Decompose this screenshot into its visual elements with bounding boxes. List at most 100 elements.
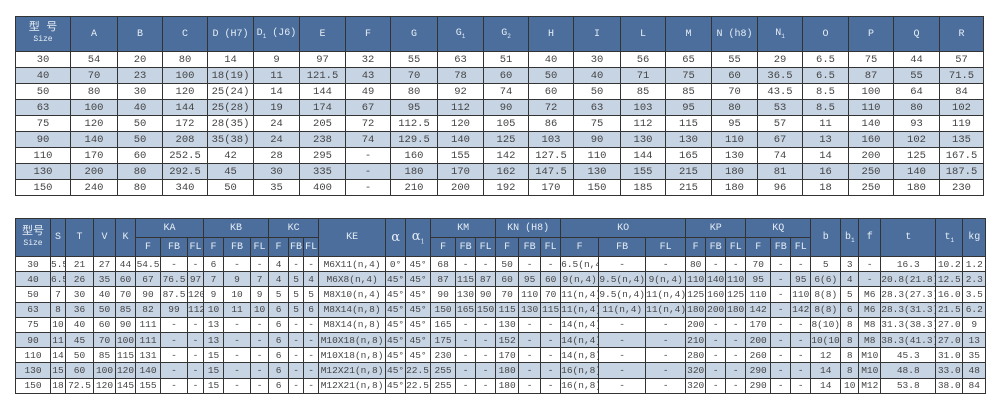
table-cell: 38.0 <box>935 377 964 394</box>
table-cell: 165 <box>665 147 712 164</box>
table-cell: 170 <box>437 163 484 180</box>
table-cell: - <box>186 316 205 333</box>
table-cell: 80 <box>117 163 163 180</box>
table-cell: M8X10(n,4) <box>318 286 387 303</box>
table-cell: 140 <box>848 115 894 132</box>
table-cell: 130 <box>455 286 477 303</box>
table-cell: 10 <box>223 286 252 303</box>
header-subscript: 1 <box>461 33 466 40</box>
table-cell: 97 <box>299 51 346 68</box>
table-cell: 45 <box>65 331 94 349</box>
table-cell: - <box>858 255 882 273</box>
header-t: t <box>880 218 937 257</box>
table-cell: 147.5 <box>528 163 574 180</box>
header-alpha1: α1 <box>405 218 432 257</box>
table-cell: 110 <box>725 271 747 288</box>
header-kq: KQ <box>745 218 812 238</box>
table-cell: 87.5 <box>160 286 188 303</box>
table-cell: 6.5 <box>802 51 849 68</box>
table-cell: 230 <box>430 347 457 364</box>
table-cell: 150 <box>475 301 497 318</box>
table-cell: 28.3(27.3) <box>880 286 937 303</box>
header-label: G <box>501 28 508 39</box>
table-cell: - <box>303 255 320 273</box>
header-ka: KA <box>134 218 205 238</box>
table-cell: 31.0 <box>935 347 964 364</box>
header-label: t <box>944 231 951 243</box>
table-cell: 60 <box>93 316 116 333</box>
table-cell: - <box>645 377 687 394</box>
table-cell: 45 <box>207 163 254 180</box>
table-cell: 23 <box>117 67 163 84</box>
table-cell: 6 <box>268 316 290 333</box>
table-cell: 65 <box>665 51 712 68</box>
table-cell: 16(n,8) <box>560 377 600 394</box>
table-cell: 15 <box>203 347 225 364</box>
table-cell: 45° <box>405 255 432 273</box>
table-cell: 170 <box>70 147 118 164</box>
table-cell: - <box>288 377 305 394</box>
table-cell: 22.5° <box>405 377 432 394</box>
table-cell: 11(n,4) <box>560 286 600 303</box>
table-cell: 93 <box>893 115 940 132</box>
table-cell: 8(10) <box>810 316 842 333</box>
table-cell: 21.5 <box>935 301 964 318</box>
table-cell: - <box>250 347 270 364</box>
table-cell: 200 <box>848 147 894 164</box>
table-cell: 15 <box>50 362 66 379</box>
table-cell: 44 <box>115 255 136 273</box>
table-cell: 255 <box>430 377 457 394</box>
table-cell: 8 <box>840 331 860 349</box>
table-cell: 60 <box>711 67 758 84</box>
table-cell: 127.5 <box>528 147 574 164</box>
table-cell: 35 <box>962 347 987 364</box>
table-cell: 10 <box>250 301 270 318</box>
table-cell: 19 <box>253 99 300 116</box>
table-cell: 150 <box>573 179 621 196</box>
dimension-table-mounting: 型号 Size S T V K KA KB KC KE α α1 KM KN (H8) KO KP KQ b b1… <box>15 218 987 394</box>
subheader-fb: FB <box>705 237 727 257</box>
table-cell: - <box>598 362 647 379</box>
table-row: 75 120 50 172 28(35) 24 205 72 112.5 120 105 86 75 11… <box>15 115 984 132</box>
header-kg: kg <box>962 218 987 257</box>
table-cell: - <box>725 377 747 394</box>
table-cell: 110 <box>848 99 894 116</box>
subheader-fl: FL <box>790 237 812 257</box>
header-k: K <box>115 218 136 257</box>
table-cell: 38.3(41.3) <box>880 331 937 349</box>
table-cell: 35(38) <box>207 131 254 148</box>
table-cell: 90 <box>430 286 457 303</box>
table-cell: 200 <box>70 163 118 180</box>
table-cell: 140 <box>135 362 161 379</box>
header-size: 型 号 Size <box>15 16 71 52</box>
table-cell: - <box>790 255 812 273</box>
table-cell: 75 <box>573 115 621 132</box>
table-cell: 14 <box>207 51 254 68</box>
table-cell: 192 <box>483 179 529 196</box>
table-cell: 6 <box>840 301 860 318</box>
size-cell: 30 <box>15 255 51 273</box>
header-label: F <box>364 28 371 40</box>
table-cell: 11(n,4) <box>645 301 687 318</box>
table-cell: - <box>223 255 252 273</box>
table-cell: 90 <box>115 316 136 333</box>
table-cell: 85 <box>115 301 136 318</box>
table-cell: 174 <box>299 99 346 116</box>
table-cell: - <box>303 362 320 379</box>
table-cell: - <box>345 163 391 180</box>
table-cell: 20 <box>117 51 163 68</box>
size-cell: 110 <box>15 147 71 164</box>
header-subscript: 1 <box>420 238 425 246</box>
table-cell: 84 <box>962 377 987 394</box>
table-cell: - <box>303 347 320 364</box>
header-label: b <box>844 231 851 243</box>
subheader-fl: FL <box>645 237 687 257</box>
table-cell: 8 <box>840 316 860 333</box>
table-cell: M6 <box>858 286 882 303</box>
header-m: M <box>665 16 712 52</box>
table-cell: 111 <box>135 316 161 333</box>
header-label: b <box>822 232 829 243</box>
table-cell: 9(n,4) <box>645 271 687 288</box>
table-cell: 29 <box>757 51 803 68</box>
table-cell: 43 <box>345 67 391 84</box>
